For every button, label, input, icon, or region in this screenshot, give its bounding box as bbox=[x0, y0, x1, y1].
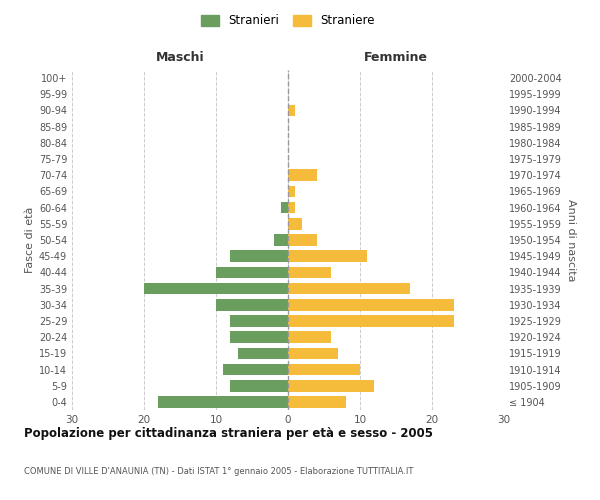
Bar bbox=[288, 315, 454, 327]
Bar bbox=[288, 348, 338, 359]
Bar bbox=[288, 266, 331, 278]
Bar bbox=[288, 282, 410, 294]
Text: Femmine: Femmine bbox=[364, 50, 428, 64]
Bar bbox=[288, 299, 454, 310]
Bar bbox=[288, 218, 302, 230]
Y-axis label: Anni di nascita: Anni di nascita bbox=[566, 198, 576, 281]
Bar bbox=[288, 234, 317, 246]
Bar bbox=[230, 380, 288, 392]
Bar bbox=[288, 186, 295, 198]
Legend: Stranieri, Straniere: Stranieri, Straniere bbox=[197, 11, 379, 31]
Bar bbox=[288, 170, 317, 181]
Bar bbox=[158, 396, 288, 407]
Bar bbox=[216, 299, 288, 310]
Bar bbox=[281, 202, 288, 213]
Bar bbox=[274, 234, 288, 246]
Bar bbox=[238, 348, 288, 359]
Bar bbox=[288, 104, 295, 117]
Text: Popolazione per cittadinanza straniera per età e sesso - 2005: Popolazione per cittadinanza straniera p… bbox=[24, 428, 433, 440]
Bar bbox=[230, 315, 288, 327]
Text: Maschi: Maschi bbox=[155, 50, 205, 64]
Bar bbox=[288, 250, 367, 262]
Bar bbox=[216, 266, 288, 278]
Bar bbox=[288, 380, 374, 392]
Bar bbox=[288, 396, 346, 407]
Bar bbox=[144, 282, 288, 294]
Bar bbox=[288, 332, 331, 343]
Bar bbox=[223, 364, 288, 376]
Y-axis label: Fasce di età: Fasce di età bbox=[25, 207, 35, 273]
Bar bbox=[230, 250, 288, 262]
Bar bbox=[288, 202, 295, 213]
Bar bbox=[230, 332, 288, 343]
Bar bbox=[288, 364, 360, 376]
Text: COMUNE DI VILLE D'ANAUNIA (TN) - Dati ISTAT 1° gennaio 2005 - Elaborazione TUTTI: COMUNE DI VILLE D'ANAUNIA (TN) - Dati IS… bbox=[24, 468, 413, 476]
